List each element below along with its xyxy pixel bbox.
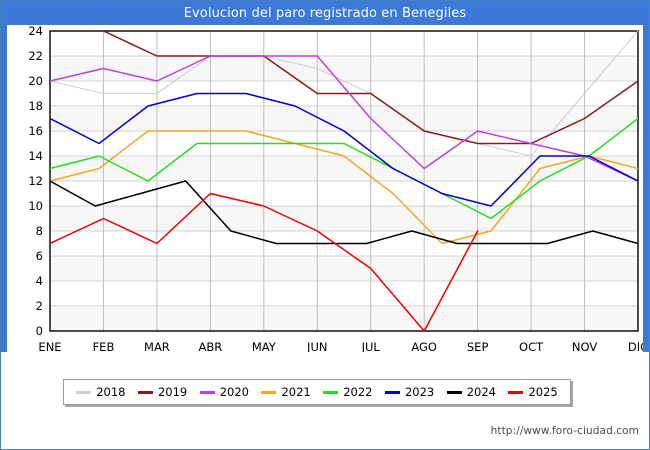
x-tick-label: NOV	[572, 340, 597, 352]
plot-band	[50, 256, 638, 281]
y-tick-label: 10	[28, 199, 43, 213]
x-tick-label: SEP	[467, 340, 489, 352]
legend-swatch-2020	[199, 390, 215, 394]
y-tick-label: 22	[28, 49, 43, 63]
legend-label-2023: 2023	[404, 385, 435, 399]
y-tick-label: 0	[36, 324, 43, 338]
x-tick-label: OCT	[519, 340, 544, 352]
plot-band	[50, 156, 638, 181]
legend-swatch-2021	[261, 390, 277, 394]
x-tick-label: JUN	[306, 340, 327, 352]
y-tick-label: 20	[28, 74, 43, 88]
legend-label-2020: 2020	[219, 385, 250, 399]
x-tick-label: JUL	[361, 340, 381, 352]
legend-label-2021: 2021	[281, 385, 311, 399]
left-rail	[1, 25, 7, 352]
legend-item-2021[interactable]: 2021	[261, 385, 311, 399]
series-line-2022	[50, 117, 638, 220]
series-line-2019	[101, 31, 638, 145]
y-tick-label: 8	[36, 224, 43, 238]
y-tick-label: 6	[36, 249, 43, 263]
plot-band	[50, 56, 638, 81]
legend-item-2022[interactable]: 2022	[323, 385, 373, 399]
legend-swatch-2024	[446, 390, 462, 394]
legend-item-2024[interactable]: 2024	[446, 385, 497, 399]
legend-label-2019: 2019	[157, 385, 188, 399]
plot-band	[50, 106, 638, 131]
legend-swatch-2023	[384, 390, 400, 394]
y-tick-label: 14	[28, 149, 43, 163]
legend-item-2020[interactable]: 2020	[199, 385, 250, 399]
y-tick-label: 2	[36, 299, 43, 313]
window-title-bar: Evolucion del paro registrado en Benegil…	[1, 1, 649, 25]
series-line-2024	[50, 180, 638, 245]
y-tick-label: 18	[28, 99, 43, 113]
legend-label-2024: 2024	[466, 385, 497, 399]
legend-swatch-2019	[137, 390, 153, 394]
x-tick-label: ENE	[38, 340, 61, 352]
series-line-2020	[50, 55, 638, 182]
plot-band	[50, 306, 638, 331]
legend-label-2018: 2018	[96, 385, 126, 399]
y-tick-label: 16	[28, 124, 43, 138]
x-tick-label: DIC	[628, 340, 643, 352]
right-rail	[643, 25, 649, 352]
legend-item-2019[interactable]: 2019	[137, 385, 188, 399]
x-tick-label: MAY	[252, 340, 277, 352]
y-tick-label: 24	[28, 25, 43, 38]
data-series-lines	[50, 31, 638, 331]
y-tick-label: 12	[28, 174, 43, 188]
legend-swatch-2022	[323, 390, 339, 394]
series-line-2021	[50, 130, 638, 245]
x-axis-tick-labels: ENE FEB MAR ABR MAY JUN JUL AGO SEP OCT NOV DIC	[38, 340, 643, 352]
x-tick-label: ABR	[198, 340, 222, 352]
legend-swatch-2018	[76, 390, 92, 394]
x-tick-label: FEB	[93, 340, 115, 352]
series-line-2023	[50, 92, 638, 207]
source-url: http://www.foro-ciudad.com	[490, 425, 639, 437]
plot-band	[50, 206, 638, 231]
plot-bands	[50, 56, 638, 331]
x-tick-label: AGO	[411, 340, 437, 352]
chart-legend[interactable]: 2018 2019 2020 2021 2022 2023 2024 2025	[63, 379, 571, 405]
legend-label-2025: 2025	[528, 385, 558, 399]
legend-swatch-2025	[508, 390, 524, 394]
legend-item-2018[interactable]: 2018	[76, 385, 126, 399]
chart-area: 0 2 4 6 8 10 12 14 16 18 20 22 24 ENE FEB MAR ABR MAY JUN…	[7, 25, 643, 352]
page-title: Evolucion del paro registrado en Benegil…	[183, 5, 467, 21]
legend-item-2023[interactable]: 2023	[384, 385, 435, 399]
y-tick-label: 4	[36, 274, 43, 288]
legend-item-2025[interactable]: 2025	[508, 385, 558, 399]
series-line-2025	[50, 192, 479, 331]
x-tick-label: MAR	[144, 340, 170, 352]
legend-label-2022: 2022	[343, 385, 373, 399]
